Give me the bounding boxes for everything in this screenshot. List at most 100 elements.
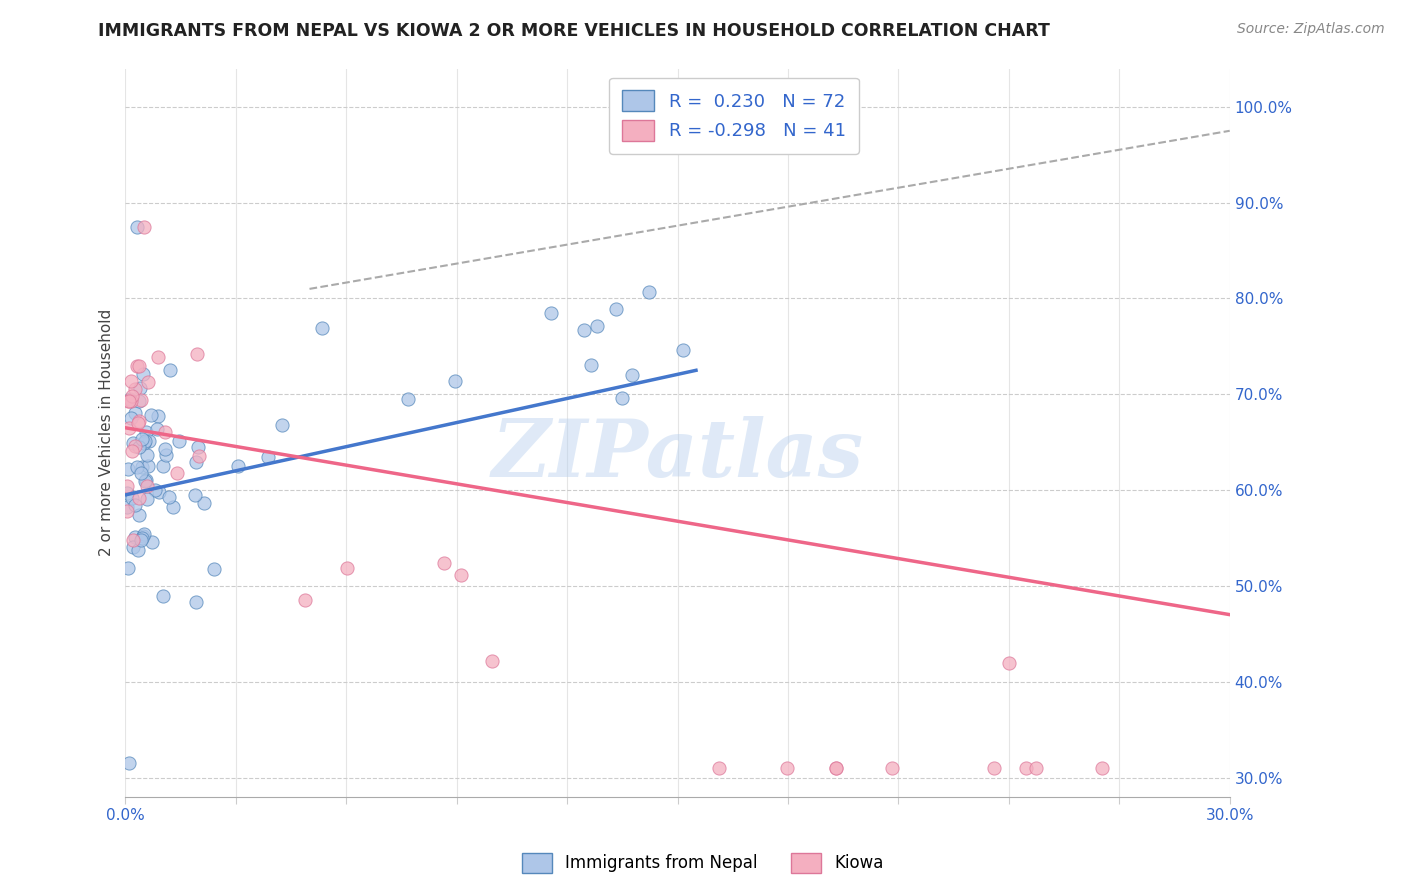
Point xyxy=(124,530,146,544)
Y-axis label: 2 or more Vehicles in Household: 2 or more Vehicles in Household xyxy=(100,309,114,557)
Point xyxy=(117,503,139,517)
Point xyxy=(1025,761,1047,775)
Point xyxy=(120,394,142,409)
Point xyxy=(824,761,846,775)
Point xyxy=(117,461,139,475)
Point xyxy=(155,448,177,462)
Point xyxy=(131,393,153,408)
Point xyxy=(134,474,156,488)
Point xyxy=(135,425,157,439)
Legend: R =  0.230   N = 72, R = -0.298   N = 41: R = 0.230 N = 72, R = -0.298 N = 41 xyxy=(609,78,859,153)
Text: ZIPatlas: ZIPatlas xyxy=(492,416,863,493)
Point xyxy=(621,368,644,382)
Point xyxy=(776,761,799,775)
Point xyxy=(122,435,145,450)
Point xyxy=(128,414,150,428)
Point xyxy=(118,756,141,771)
Point xyxy=(271,417,294,432)
Point xyxy=(433,556,456,570)
Point xyxy=(124,382,146,396)
Point xyxy=(226,458,249,473)
Point xyxy=(125,459,148,474)
Point xyxy=(586,318,609,333)
Point xyxy=(186,347,208,361)
Point xyxy=(136,376,159,390)
Point xyxy=(882,761,904,775)
Point xyxy=(396,392,419,407)
Point xyxy=(572,323,595,337)
Point xyxy=(117,560,139,574)
Point xyxy=(148,484,170,499)
Point xyxy=(121,540,143,554)
Point xyxy=(193,496,215,510)
Point xyxy=(127,416,149,430)
Point xyxy=(202,562,225,576)
Point xyxy=(120,374,142,388)
Point xyxy=(124,406,146,420)
Point xyxy=(132,526,155,541)
Point xyxy=(129,466,152,480)
Point xyxy=(136,478,159,492)
Point xyxy=(707,761,730,775)
Point xyxy=(153,425,176,440)
Point xyxy=(998,656,1021,670)
Point xyxy=(184,595,207,609)
Point xyxy=(128,393,150,408)
Point xyxy=(131,432,153,446)
Point xyxy=(139,408,162,422)
Point xyxy=(125,219,148,234)
Point xyxy=(129,533,152,547)
Point xyxy=(120,411,142,425)
Point xyxy=(131,459,153,474)
Point xyxy=(184,488,207,502)
Point xyxy=(118,394,141,409)
Point xyxy=(825,761,848,775)
Point xyxy=(159,363,181,377)
Point xyxy=(581,358,603,372)
Point xyxy=(146,409,169,423)
Point xyxy=(121,388,143,402)
Point xyxy=(148,351,170,365)
Legend: Immigrants from Nepal, Kiowa: Immigrants from Nepal, Kiowa xyxy=(516,847,890,880)
Point xyxy=(132,436,155,450)
Point xyxy=(187,440,209,454)
Point xyxy=(256,450,278,464)
Point xyxy=(143,483,166,498)
Point xyxy=(162,500,184,514)
Point xyxy=(605,302,627,317)
Point xyxy=(188,449,211,463)
Point xyxy=(134,434,156,449)
Point xyxy=(117,479,139,493)
Point xyxy=(450,567,472,582)
Point xyxy=(128,359,150,373)
Point xyxy=(540,306,562,320)
Point xyxy=(128,381,150,395)
Point xyxy=(983,761,1005,775)
Point xyxy=(1015,761,1038,775)
Point xyxy=(122,533,145,547)
Point xyxy=(152,458,174,473)
Text: IMMIGRANTS FROM NEPAL VS KIOWA 2 OR MORE VEHICLES IN HOUSEHOLD CORRELATION CHART: IMMIGRANTS FROM NEPAL VS KIOWA 2 OR MORE… xyxy=(98,22,1050,40)
Point xyxy=(155,442,177,456)
Point xyxy=(136,491,159,506)
Point xyxy=(146,422,169,436)
Point xyxy=(311,321,333,335)
Text: Source: ZipAtlas.com: Source: ZipAtlas.com xyxy=(1237,22,1385,37)
Point xyxy=(128,508,150,523)
Point xyxy=(124,439,146,453)
Point xyxy=(117,394,139,409)
Point xyxy=(135,473,157,487)
Point xyxy=(152,589,174,603)
Point xyxy=(124,498,146,512)
Point xyxy=(117,486,139,500)
Point xyxy=(118,420,141,434)
Point xyxy=(638,285,661,299)
Point xyxy=(444,374,467,388)
Point xyxy=(131,531,153,545)
Point xyxy=(128,440,150,454)
Point xyxy=(294,593,316,607)
Point xyxy=(132,368,155,382)
Point xyxy=(1091,761,1114,775)
Point xyxy=(121,444,143,458)
Point xyxy=(132,529,155,543)
